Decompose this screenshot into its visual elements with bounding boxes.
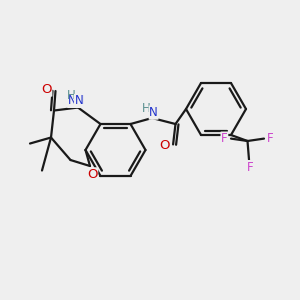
Text: N: N — [149, 106, 158, 119]
Text: F: F — [221, 132, 228, 145]
Text: NH: NH — [68, 94, 85, 107]
Text: O: O — [160, 140, 170, 152]
Text: N: N — [74, 94, 83, 107]
Text: F: F — [267, 132, 274, 145]
Text: H: H — [142, 102, 151, 115]
Text: H: H — [67, 89, 76, 102]
Text: O: O — [41, 83, 52, 96]
Text: O: O — [87, 168, 98, 181]
Text: F: F — [247, 160, 254, 174]
